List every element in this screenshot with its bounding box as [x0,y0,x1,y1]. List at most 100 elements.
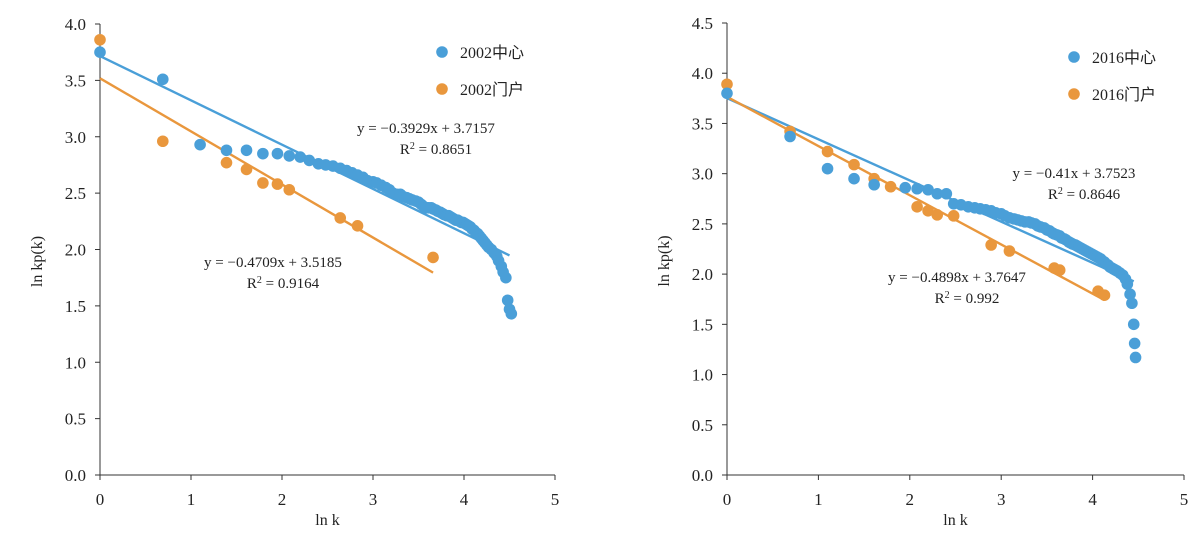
data-point [156,73,169,86]
legend-label: 2002门户 [460,81,524,99]
series-2002中心 [94,46,518,320]
data-point [351,220,364,232]
data-point [500,271,512,284]
data-point [240,163,253,176]
trendline-r2: R2 = 0.992 [935,290,1000,308]
y-tick-label: 1.0 [692,366,713,385]
data-point [271,178,284,190]
legend: 2002中心 2002门户 [436,44,524,99]
data-point [911,201,923,213]
x-tick-label: 1 [814,490,823,509]
y-axis-title: ln kp(k) [29,236,46,287]
data-point [848,172,860,185]
data-point [721,87,733,100]
data-point [940,187,953,200]
data-point [257,147,269,160]
data-point [240,144,253,157]
legend-label: 2002中心 [460,44,524,62]
data-point [303,154,316,167]
data-point [283,150,296,162]
data-point [94,46,106,58]
data-point [156,135,169,148]
trendline-equation: y = −0.4709x + 3.5185 [204,255,342,271]
x-tick-label: 5 [1180,490,1189,509]
data-point [884,180,897,193]
data-point [505,307,518,320]
trendline-equation: y = −0.4898x + 3.7647 [888,270,1026,286]
y-axis-title: ln kp(k) [656,235,673,286]
y-tick-label: 2.5 [692,215,713,234]
legend-marker [436,83,448,95]
data-point [1053,264,1066,276]
y-tick-label: 0.0 [65,466,86,485]
data-point [721,78,733,91]
chart-1: 0.0 0.5 1.0 1.5 2.0 2.5 3.0 3.5 4.0 0 1 2 3 4 5 ln k ln … [29,15,559,529]
data-point [427,251,439,264]
data-point [271,147,284,160]
trendline-r2: R2 = 0.8651 [400,141,472,159]
x-tick-label: 2 [906,490,915,509]
data-point [220,156,233,169]
x-axis-title: ln k [943,512,967,529]
data-point [1124,288,1136,301]
series-2002门户 [94,33,439,264]
y-tick-label: 3.0 [65,128,86,147]
data-point [257,177,269,189]
y-tick-label: 1.5 [65,297,86,316]
data-point [922,183,934,196]
legend-label: 2016门户 [1092,86,1156,104]
data-point [501,294,514,307]
y-tick-label: 0.5 [65,410,86,429]
x-axis-title: ln k [315,512,339,529]
x-tick-label: 4 [1088,490,1097,509]
y-tick-label: 0.5 [692,416,713,435]
data-point [1129,351,1142,364]
data-point [334,212,347,224]
data-point [1126,297,1138,310]
x-tick-label: 3 [369,490,378,509]
x-tick-label: 0 [96,490,105,509]
data-point [194,138,206,151]
y-tick-label: 4.0 [692,64,713,83]
data-point [922,205,934,217]
data-point [94,33,106,46]
legend-label: 2016中心 [1092,49,1156,67]
data-point [931,187,944,200]
trendline-equation: y = −0.41x + 3.7523 [1013,166,1136,182]
data-point [911,182,923,195]
y-tick-label: 3.5 [65,71,86,90]
data-point [985,239,997,251]
x-tick-label: 1 [187,490,196,509]
data-point [821,145,834,158]
data-point [899,181,912,194]
y-tick-label: 1.5 [692,315,713,334]
data-point [931,209,944,221]
data-point [784,130,796,143]
y-tick-label: 3.5 [692,114,713,133]
series-2016中心 [721,87,1142,364]
y-tick-label: 2.0 [692,265,713,284]
x-tick-label: 4 [460,490,469,509]
x-tick-label: 3 [997,490,1006,509]
data-point [294,151,307,163]
data-point [821,162,834,175]
legend-marker [1068,88,1080,100]
trendline-r2: R2 = 0.8646 [1048,186,1121,204]
y-tick-label: 0.0 [692,466,713,485]
y-tick-label: 1.0 [65,353,86,372]
data-point [283,183,296,196]
data-point [947,210,960,222]
x-tick-label: 2 [278,490,287,509]
data-point [1098,289,1111,302]
y-tick-label: 2.0 [65,241,86,260]
y-tick-label: 2.5 [65,184,86,203]
legend: 2016中心 2016门户 [1068,49,1156,104]
y-tick-label: 3.0 [692,165,713,184]
trendline-equation: y = −0.3929x + 3.7157 [357,121,495,137]
data-point [848,158,860,171]
x-tick-label: 5 [551,490,560,509]
trendline-r2: R2 = 0.9164 [247,275,320,293]
trendline-2 [99,77,434,274]
y-tick-label: 4.5 [692,14,713,33]
